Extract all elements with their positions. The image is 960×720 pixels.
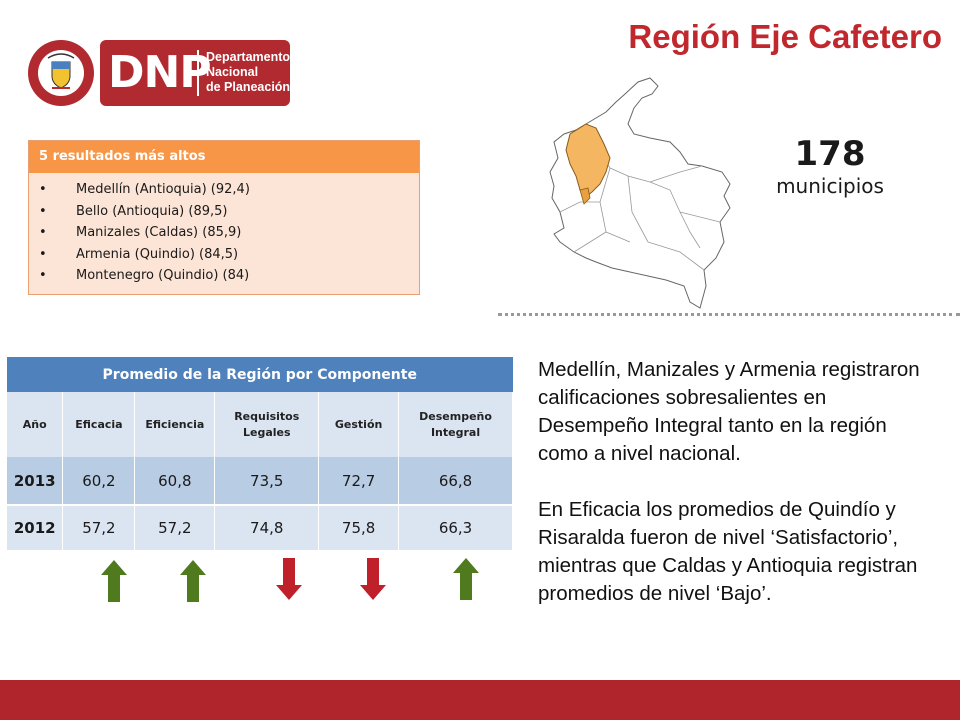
table-row: 2013 60,2 60,8 73,5 72,7 66,8 — [7, 457, 513, 506]
list-item: Montenegro (Quindio) (84) — [39, 265, 419, 287]
col-header: Eficacia — [62, 392, 136, 457]
list-item: Bello (Antioquia) (89,5) — [39, 201, 419, 223]
dnp-logo: DNP Departamento Nacional de Planeación — [100, 40, 290, 106]
table-cell: 66,8 — [398, 457, 513, 506]
colombia-map — [530, 72, 760, 327]
table-cell: 73,5 — [214, 457, 320, 506]
year-cell: 2013 — [7, 457, 64, 506]
paragraph: Medellín, Manizales y Armenia registraro… — [538, 358, 920, 465]
table-caption: Promedio de la Región por Componente — [7, 357, 513, 392]
table-cell: 60,2 — [62, 457, 136, 506]
col-header: Año — [7, 392, 64, 457]
logo-separator — [197, 50, 199, 96]
top5-header: 5 resultados más altos — [29, 141, 419, 173]
dnp-line-2: Nacional — [206, 65, 259, 79]
arrow-up-icon — [101, 560, 127, 602]
municipios-label: municipios — [776, 174, 884, 198]
list-item: Armenia (Quindio) (84,5) — [39, 244, 419, 266]
dnp-logo-text: Departamento Nacional de Planeación — [206, 50, 290, 95]
municipios-number: 178 — [794, 134, 866, 174]
dnp-line-1: Departamento — [206, 50, 291, 64]
year-cell: 2012 — [7, 505, 64, 550]
table-cell: 57,2 — [62, 505, 136, 550]
arrow-down-icon — [276, 558, 302, 600]
table-cell: 75,8 — [318, 505, 400, 550]
eje-cafetero-region — [565, 123, 611, 199]
table-cell: 74,8 — [214, 505, 320, 550]
col-header: Desempeño Integral — [398, 392, 513, 457]
paragraph: En Eficacia los promedios de Quindío y R… — [538, 498, 918, 605]
list-item: Medellín (Antioquia) (92,4) — [39, 179, 419, 201]
list-item: Manizales (Caldas) (85,9) — [39, 222, 419, 244]
dnp-line-3: de Planeación — [206, 80, 291, 94]
summary-text: Medellín, Manizales y Armenia registraro… — [538, 356, 938, 636]
top5-list: Medellín (Antioquia) (92,4) Bello (Antio… — [29, 173, 419, 287]
col-header: Requisitos Legales — [214, 392, 320, 457]
arrow-up-icon — [180, 560, 206, 602]
col-header: Gestión — [318, 392, 400, 457]
republic-seal-logo — [28, 40, 94, 106]
footer-bar — [0, 680, 960, 720]
table-row: 2012 57,2 57,2 74,8 75,8 66,3 — [7, 505, 513, 550]
dotted-divider — [498, 313, 960, 316]
table-cell: 60,8 — [134, 457, 216, 506]
table-cell: 66,3 — [398, 505, 513, 550]
table-cell: 57,2 — [134, 505, 216, 550]
arrow-up-icon — [453, 558, 479, 600]
page-title: Región Eje Cafetero — [628, 18, 942, 55]
table-cell: 72,7 — [318, 457, 400, 506]
col-header: Eficiencia — [134, 392, 216, 457]
component-average-table: Promedio de la Región por Componente Año… — [7, 357, 513, 550]
dnp-letters: DNP — [108, 47, 212, 98]
arrow-down-icon — [360, 558, 386, 600]
municipios-count: 178 municipios — [770, 134, 890, 198]
top5-results-box: 5 resultados más altos Medellín (Antioqu… — [28, 140, 420, 295]
colombia-outline — [549, 77, 731, 309]
